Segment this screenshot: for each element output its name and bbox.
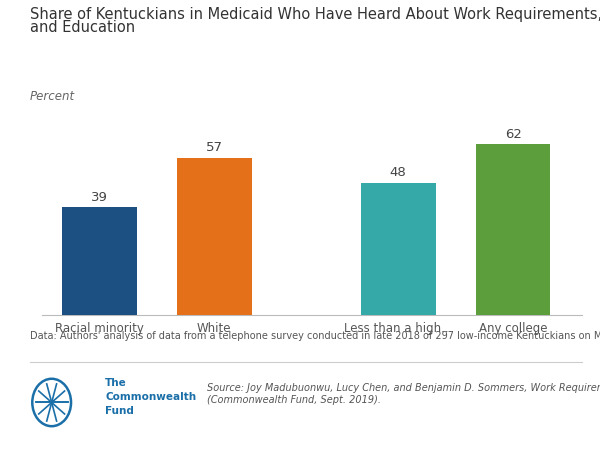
Bar: [62, 207, 137, 315]
Bar: [476, 144, 550, 315]
Text: 57: 57: [206, 141, 223, 154]
Text: Share of Kentuckians in Medicaid Who Have Heard About Work Requirements, by Race: Share of Kentuckians in Medicaid Who Hav…: [30, 7, 600, 22]
Text: 48: 48: [390, 166, 407, 179]
Bar: [177, 158, 251, 315]
Text: 62: 62: [505, 127, 521, 140]
Text: Data: Authors' analysis of data from a telephone survey conducted in late 2018 o: Data: Authors' analysis of data from a t…: [30, 331, 600, 341]
Text: Percent: Percent: [30, 90, 75, 103]
Text: The
Commonwealth
Fund: The Commonwealth Fund: [105, 378, 196, 416]
Text: Source: Joy Madubuonwu, Lucy Chen, and Benjamin D. Sommers, Work Requirements in: Source: Joy Madubuonwu, Lucy Chen, and B…: [207, 383, 600, 405]
Text: 39: 39: [91, 191, 108, 204]
Text: and Education: and Education: [30, 20, 135, 35]
Bar: [361, 183, 436, 315]
